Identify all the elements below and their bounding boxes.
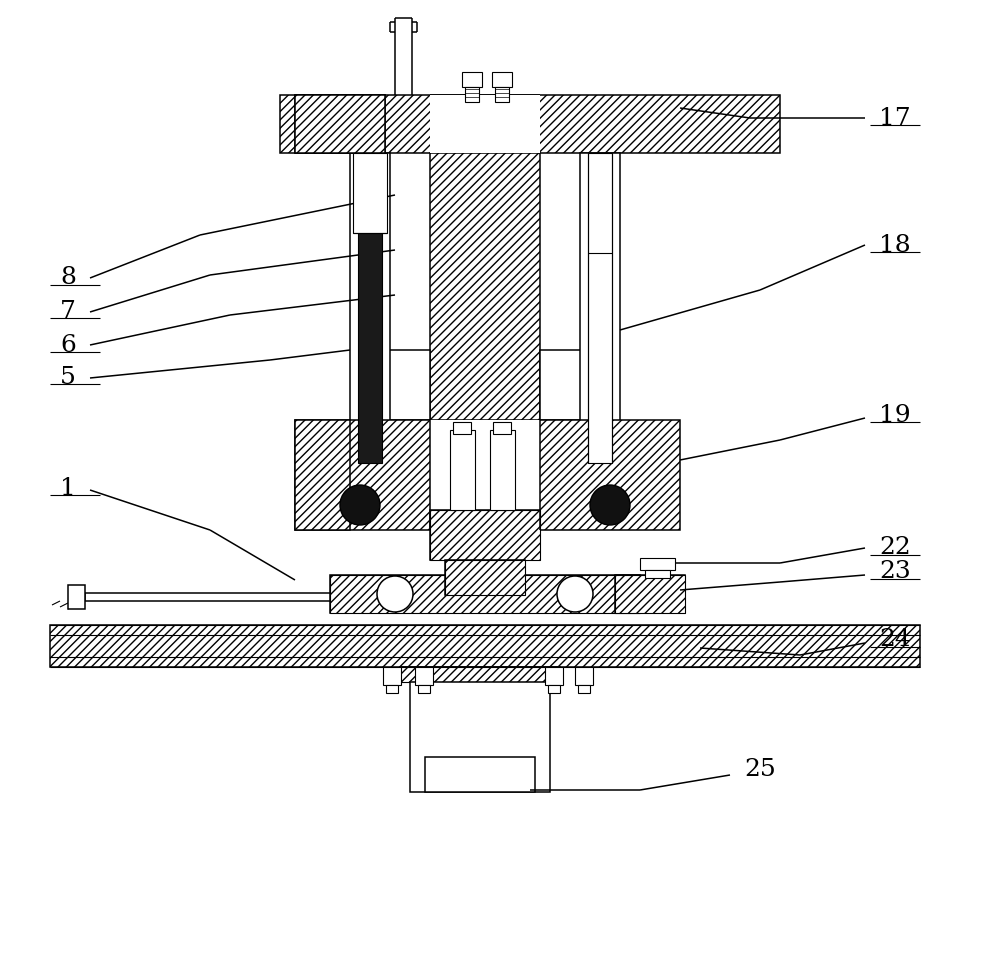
- Text: 8: 8: [60, 266, 76, 290]
- Bar: [383, 667, 401, 685]
- Bar: [295, 95, 385, 153]
- Text: 5: 5: [60, 366, 76, 390]
- Text: 19: 19: [879, 403, 911, 426]
- Bar: [430, 510, 540, 560]
- Bar: [430, 510, 540, 560]
- Bar: [615, 575, 685, 613]
- Bar: [358, 153, 382, 463]
- Text: 7: 7: [60, 300, 76, 324]
- Bar: [645, 570, 670, 578]
- Bar: [330, 575, 640, 613]
- Text: 6: 6: [60, 333, 76, 357]
- Bar: [425, 757, 535, 792]
- Text: 22: 22: [879, 537, 911, 559]
- Bar: [540, 350, 600, 420]
- Bar: [588, 153, 612, 463]
- Bar: [495, 87, 509, 102]
- Bar: [295, 420, 680, 530]
- Text: 25: 25: [744, 759, 776, 782]
- Bar: [370, 350, 430, 420]
- Bar: [418, 685, 430, 693]
- Bar: [580, 153, 620, 463]
- Circle shape: [377, 576, 413, 612]
- Bar: [545, 667, 563, 685]
- Circle shape: [590, 485, 630, 525]
- Bar: [330, 575, 640, 613]
- Bar: [280, 95, 780, 153]
- Bar: [400, 667, 560, 682]
- Text: 18: 18: [879, 234, 911, 257]
- Bar: [453, 422, 471, 434]
- Bar: [400, 667, 560, 682]
- Bar: [430, 420, 540, 530]
- Text: 23: 23: [879, 560, 911, 583]
- Bar: [295, 95, 385, 153]
- Bar: [430, 95, 540, 153]
- Text: 1: 1: [60, 477, 76, 499]
- Text: 24: 24: [879, 629, 911, 651]
- Bar: [445, 560, 525, 595]
- Bar: [445, 560, 525, 595]
- Bar: [615, 575, 685, 613]
- Bar: [386, 685, 398, 693]
- Bar: [575, 667, 593, 685]
- Bar: [492, 72, 512, 87]
- Circle shape: [557, 576, 593, 612]
- Bar: [415, 667, 433, 685]
- Bar: [465, 87, 479, 102]
- Bar: [295, 420, 350, 530]
- Bar: [548, 685, 560, 693]
- Bar: [490, 430, 515, 510]
- Bar: [68, 585, 85, 609]
- Bar: [578, 685, 590, 693]
- Bar: [410, 682, 550, 792]
- Text: 17: 17: [879, 107, 911, 130]
- Bar: [450, 430, 475, 510]
- Bar: [640, 558, 675, 570]
- Bar: [430, 153, 540, 473]
- Bar: [462, 72, 482, 87]
- Bar: [50, 625, 920, 667]
- Bar: [350, 153, 390, 463]
- Bar: [353, 153, 387, 233]
- Bar: [493, 422, 511, 434]
- Circle shape: [340, 485, 380, 525]
